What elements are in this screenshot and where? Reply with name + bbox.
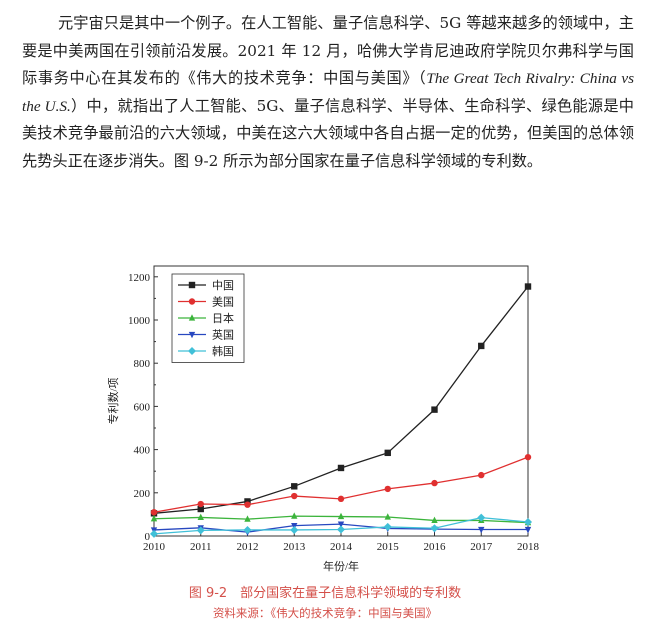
x-tick-label: 2017 bbox=[470, 541, 493, 553]
legend-label: 韩国 bbox=[212, 344, 234, 358]
y-axis-label: 专利数/项 bbox=[106, 377, 120, 424]
series-group bbox=[150, 283, 532, 538]
data-point bbox=[384, 485, 391, 493]
data-point bbox=[150, 509, 158, 516]
x-tick-label: 2014 bbox=[330, 541, 353, 553]
data-point bbox=[196, 526, 205, 535]
x-tick-label: 2013 bbox=[283, 541, 306, 553]
data-point bbox=[524, 526, 532, 534]
figure-source: 资料来源：《伟大的技术竞争：中国与美国》 bbox=[212, 606, 438, 620]
data-point bbox=[384, 449, 391, 457]
data-point bbox=[197, 513, 204, 521]
data-point bbox=[524, 453, 532, 461]
data-point bbox=[524, 283, 532, 290]
data-point bbox=[430, 524, 439, 533]
x-tick-label: 2015 bbox=[377, 541, 400, 553]
data-point bbox=[197, 505, 204, 513]
data-point bbox=[477, 513, 486, 522]
x-tick-label: 2012 bbox=[237, 541, 259, 553]
legend-label: 英国 bbox=[212, 328, 234, 342]
x-tick-label: 2016 bbox=[424, 541, 447, 553]
legend-label: 美国 bbox=[212, 296, 234, 309]
data-point bbox=[150, 514, 158, 522]
data-point bbox=[337, 495, 345, 503]
y-tick-label: 600 bbox=[134, 401, 151, 413]
series-4 bbox=[150, 513, 532, 538]
series-2 bbox=[150, 512, 532, 526]
english-title: The Great Tech Rivalry: China vs the U.S… bbox=[22, 70, 634, 115]
data-point bbox=[291, 492, 298, 500]
x-tick-label: 2018 bbox=[517, 541, 540, 553]
data-point bbox=[478, 471, 485, 479]
paragraph-text-1: 元宇宙只是其中一个例子。在人工智能、量子信息科学、5G 等越来越多的领域中，主要… bbox=[22, 14, 634, 88]
y-tick-label: 1200 bbox=[128, 272, 151, 284]
legend-marker bbox=[188, 331, 196, 339]
legend-label: 中国 bbox=[212, 279, 234, 292]
data-point bbox=[337, 512, 345, 520]
data-point bbox=[150, 529, 158, 538]
y-tick-label: 0 bbox=[145, 531, 151, 543]
data-point bbox=[291, 512, 298, 519]
data-point bbox=[244, 501, 251, 508]
x-tick-label: 2011 bbox=[190, 541, 212, 553]
data-point bbox=[244, 498, 251, 505]
data-point bbox=[478, 342, 485, 350]
figure-caption: 图 9-2 部分国家在量子信息科学领域的专利数 bbox=[188, 586, 462, 601]
data-point bbox=[291, 483, 298, 490]
x-axis-label: 年份/年 bbox=[323, 559, 359, 573]
x-tick-label: 2010 bbox=[143, 541, 166, 553]
y-tick-label: 1000 bbox=[128, 315, 151, 327]
data-point bbox=[431, 406, 438, 413]
data-point bbox=[431, 516, 438, 524]
patent-line-chart: 2010 2011 2012 2013 2014 2015 2016 2017 2018 0 200… bbox=[106, 265, 540, 573]
data-point bbox=[431, 479, 438, 487]
axes: 2010 2011 2012 2013 2014 2015 2016 2017 2018 0 200… bbox=[128, 272, 540, 553]
paragraph-text-2: ）中，就指出了人工智能、5G、量子信息科学、半导体、生命科学、绿色能源是中美技术… bbox=[22, 96, 634, 170]
data-point bbox=[244, 515, 251, 522]
data-point bbox=[197, 500, 204, 508]
data-point bbox=[478, 526, 485, 534]
legend-label: 日本 bbox=[212, 311, 234, 325]
legend-marker bbox=[188, 298, 196, 305]
legend-marker bbox=[188, 347, 196, 355]
data-point bbox=[337, 464, 345, 472]
body-paragraph: 元宇宙只是其中一个例子。在人工智能、量子信息科学、5G 等越来越多的领域中，主要… bbox=[22, 10, 634, 176]
legend-marker bbox=[188, 281, 196, 289]
legend-marker bbox=[188, 314, 196, 321]
data-point bbox=[243, 525, 252, 534]
y-tick-label: 800 bbox=[134, 358, 151, 370]
data-point bbox=[383, 522, 392, 531]
data-point bbox=[290, 525, 299, 534]
y-tick-label: 400 bbox=[134, 445, 151, 457]
data-point bbox=[337, 521, 345, 528]
series-1 bbox=[150, 453, 532, 516]
data-point bbox=[384, 513, 391, 520]
data-point bbox=[337, 525, 345, 534]
y-tick-label: 200 bbox=[134, 488, 151, 500]
data-point bbox=[524, 517, 532, 526]
